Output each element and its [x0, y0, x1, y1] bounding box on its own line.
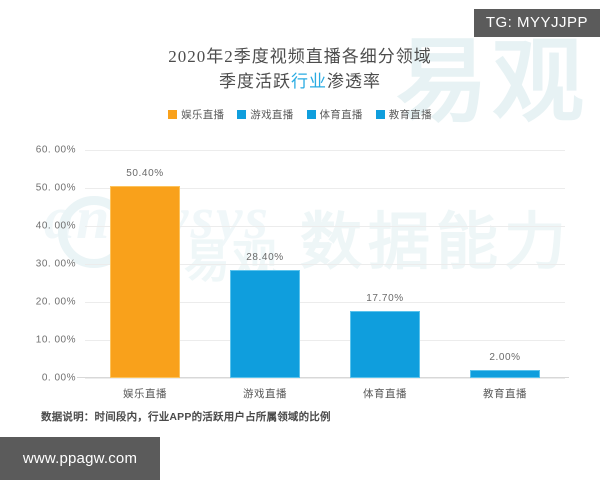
- bar[interactable]: [470, 370, 540, 378]
- gridline: [85, 302, 565, 303]
- bar-value-label: 17.70%: [366, 292, 404, 304]
- y-axis-tick-label: 40. 00%: [35, 220, 76, 232]
- x-axis-category-label: 娱乐直播: [123, 388, 167, 400]
- y-axis-tick-label: 10. 00%: [35, 334, 76, 346]
- bar[interactable]: [110, 186, 180, 378]
- y-axis-tick-label: 30. 00%: [35, 258, 76, 270]
- bar-group: 17.70% 体育直播: [325, 150, 445, 400]
- bar-group: 28.40% 游戏直播: [205, 150, 325, 400]
- legend-swatch-icon: [237, 110, 247, 119]
- chart-title-highlight: 行业: [291, 72, 327, 91]
- plot-area: 0. 00% 10. 00% 20. 00% 30. 00% 40. 00% 50. 00…: [36, 145, 569, 400]
- legend-swatch-icon: [168, 110, 178, 119]
- y-axis-tick-label: 0. 00%: [41, 372, 76, 384]
- x-axis-category-label: 教育直播: [483, 388, 527, 400]
- bar[interactable]: [230, 270, 300, 378]
- gridline: [85, 226, 565, 227]
- x-axis-category-label: 体育直播: [363, 388, 407, 400]
- chart-legend: 娱乐直播 游戏直播 体育直播 教育直播: [0, 107, 600, 122]
- legend-swatch-icon: [375, 110, 385, 119]
- legend-label: 教育直播: [388, 109, 432, 121]
- chart-title-line-2: 季度活跃行业渗透率: [0, 69, 600, 94]
- bar-series: 50.40% 娱乐直播 28.40% 游戏直播 17.70% 体育直播 2.00% 教育直播: [85, 150, 565, 400]
- legend-item-3[interactable]: 教育直播: [375, 107, 432, 122]
- chart-footnote: 数据说明：时间段内，行业APP的活跃用户占所属领域的比例: [41, 411, 331, 423]
- legend-swatch-icon: [306, 110, 316, 119]
- chart-title-line-2-before: 季度活跃: [219, 72, 291, 91]
- legend-label: 游戏直播: [250, 109, 294, 121]
- bar-value-label: 50.40%: [126, 168, 164, 180]
- chart-title-line-2-after: 渗透率: [327, 72, 381, 91]
- legend-item-2[interactable]: 体育直播: [306, 107, 363, 122]
- gridline: [85, 188, 565, 189]
- y-axis-tick-label: 60. 00%: [35, 144, 76, 156]
- bar-value-label: 28.40%: [246, 252, 284, 264]
- bar-value-label: 2.00%: [489, 352, 521, 364]
- tg-badge: TG: MYYJJPP: [473, 9, 600, 37]
- legend-item-0[interactable]: 娱乐直播: [168, 107, 224, 122]
- y-axis-tick-label: 50. 00%: [35, 182, 76, 194]
- bar-group: 2.00% 教育直播: [445, 150, 565, 400]
- gridline: [85, 150, 565, 151]
- bar-group: 50.40% 娱乐直播: [85, 150, 205, 400]
- x-axis-category-label: 游戏直播: [243, 388, 287, 400]
- site-url-badge: www.ppagw.com: [0, 437, 160, 480]
- legend-item-1[interactable]: 游戏直播: [237, 107, 293, 122]
- x-axis-line: [77, 377, 569, 378]
- y-axis-tick-label: 20. 00%: [35, 296, 76, 308]
- legend-label: 体育直播: [319, 109, 363, 121]
- gridline: [85, 264, 565, 265]
- bar[interactable]: [350, 310, 420, 378]
- gridline: [85, 340, 565, 341]
- gridline: [85, 378, 565, 379]
- legend-label: 娱乐直播: [181, 109, 225, 121]
- chart-title: 2020年2季度视频直播各细分领域 季度活跃行业渗透率: [0, 44, 600, 94]
- chart-title-line-1: 2020年2季度视频直播各细分领域: [168, 47, 432, 66]
